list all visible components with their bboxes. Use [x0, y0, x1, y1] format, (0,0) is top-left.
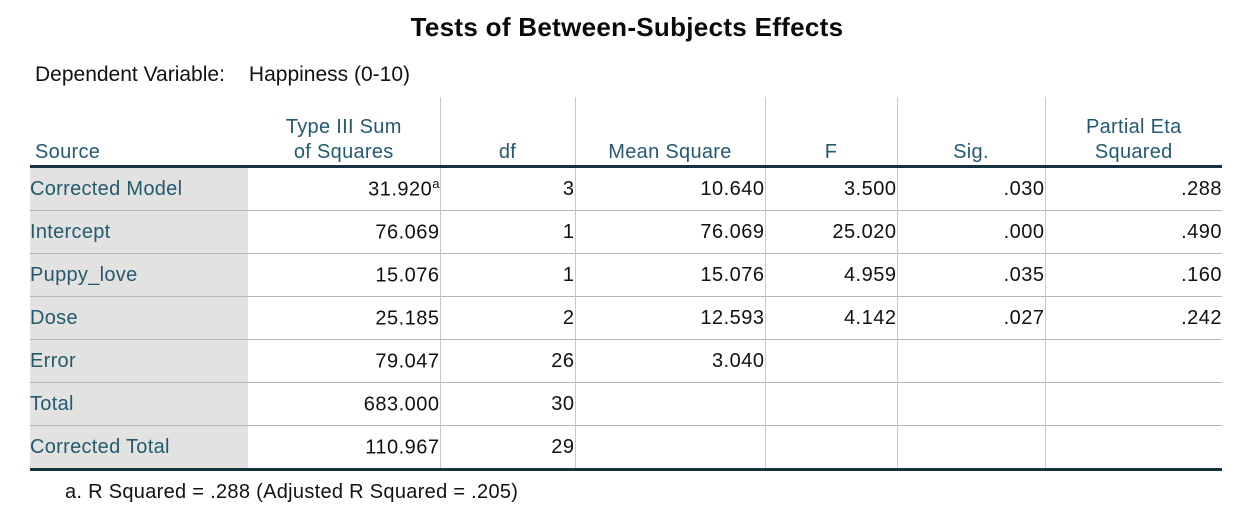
row-label-total: Total: [30, 382, 248, 426]
row-label-corrected-model: Corrected Model: [30, 166, 248, 211]
cell-df: 3: [440, 166, 576, 211]
between-subjects-effects-table: Source Type III Sum of Squares df Mean S…: [30, 97, 1222, 471]
cell-partial-eta-squared: .242: [1045, 296, 1222, 340]
cell-partial-eta-squared: .288: [1181, 177, 1222, 200]
footnote-marker: a: [432, 176, 440, 192]
col-header-partial-eta-squared: Partial Eta Squared: [1045, 97, 1222, 168]
cell-sum-of-squares: 683.000: [248, 382, 441, 426]
cell-f: [765, 339, 898, 383]
header-row: Source Type III Sum of Squares df Mean S…: [30, 97, 1222, 168]
cell-sum-of-squares: 76.069: [248, 210, 441, 254]
col-header-f: F: [765, 97, 898, 168]
table-footnote: a. R Squared = .288 (Adjusted R Squared …: [65, 481, 519, 503]
row-label-error: Error: [30, 339, 248, 383]
table-row: Intercept 76.069 1 76.069 25.020 .000 .4…: [30, 210, 1222, 254]
table-row: Total 683.000 30: [30, 382, 1222, 426]
dependent-variable-label: Dependent Variable:: [35, 63, 225, 86]
table-row: Corrected Total 110.967 29: [30, 425, 1222, 470]
cell-mean-square: 76.069: [575, 210, 766, 254]
cell-df: 1: [440, 210, 576, 254]
table-title: Tests of Between-Subjects Effects: [410, 12, 844, 42]
cell-mean-square: 3.040: [575, 339, 766, 383]
cell-sig: .035: [897, 253, 1046, 297]
cell-sum-of-squares: 79.047: [248, 339, 441, 383]
cell-mean-square: 15.076: [575, 253, 766, 297]
table-row: Error 79.047 26 3.040: [30, 339, 1222, 383]
cell-sig: [897, 425, 1046, 470]
row-label-puppy-love: Puppy_love: [30, 253, 248, 297]
row-label-intercept: Intercept: [30, 210, 248, 254]
cell-f: [765, 425, 898, 470]
table-row: Puppy_love 15.076 1 15.076 4.959 .035 .1…: [30, 253, 1222, 297]
cell-sum-of-squares: 15.076: [248, 253, 441, 297]
table-row: Corrected Model 31.920a 3 10.640 3.500 .…: [30, 166, 1222, 211]
row-label-corrected-total: Corrected Total: [30, 425, 248, 470]
cell-sum-of-squares: 31.920a: [248, 166, 441, 211]
col-header-source: Source: [30, 97, 248, 168]
cell-sum-of-squares: 110.967: [248, 425, 441, 470]
cell-partial-eta-squared: [1045, 339, 1222, 383]
cell-sum-of-squares: 25.185: [248, 296, 441, 340]
col-header-mean-square: Mean Square: [575, 97, 766, 168]
col-header-df: df: [440, 97, 576, 168]
cell-df: 26: [440, 339, 576, 383]
cell-df: 29: [440, 425, 576, 470]
cell-partial-eta-squared: [1045, 382, 1222, 426]
cell-sig: .027: [897, 296, 1046, 340]
cell-f: 4.142: [765, 296, 898, 340]
col-header-sig: Sig.: [897, 97, 1046, 168]
col-header-type-iii-sum-of-squares: Type III Sum of Squares: [248, 97, 441, 168]
cell-sig: .030: [897, 166, 1046, 211]
row-label-dose: Dose: [30, 296, 248, 340]
cell-sig: [897, 382, 1046, 426]
cell-sig: [897, 339, 1046, 383]
cell-partial-eta-squared: [1045, 425, 1222, 470]
dependent-variable-line: Dependent Variable: Happiness (0-10): [35, 63, 1254, 87]
cell-f: 4.959: [765, 253, 898, 297]
cell-df: 2: [440, 296, 576, 340]
cell-f: 3.500: [765, 166, 898, 211]
cell-f: [765, 382, 898, 426]
cell-mean-square: 12.593: [575, 296, 766, 340]
cell-mean-square: 10.640: [575, 166, 766, 211]
cell-mean-square: [575, 382, 766, 426]
cell-df: 1: [440, 253, 576, 297]
dependent-variable-value: Happiness (0-10): [248, 63, 411, 86]
cell-mean-square: [575, 425, 766, 470]
cell-df: 30: [440, 382, 576, 426]
table-row: Dose 25.185 2 12.593 4.142 .027 .242: [30, 296, 1222, 340]
cell-partial-eta-squared: .490: [1045, 210, 1222, 254]
cell-partial-eta-squared: .160: [1045, 253, 1222, 297]
cell-sig: .000: [897, 210, 1046, 254]
cell-f: 25.020: [765, 210, 898, 254]
